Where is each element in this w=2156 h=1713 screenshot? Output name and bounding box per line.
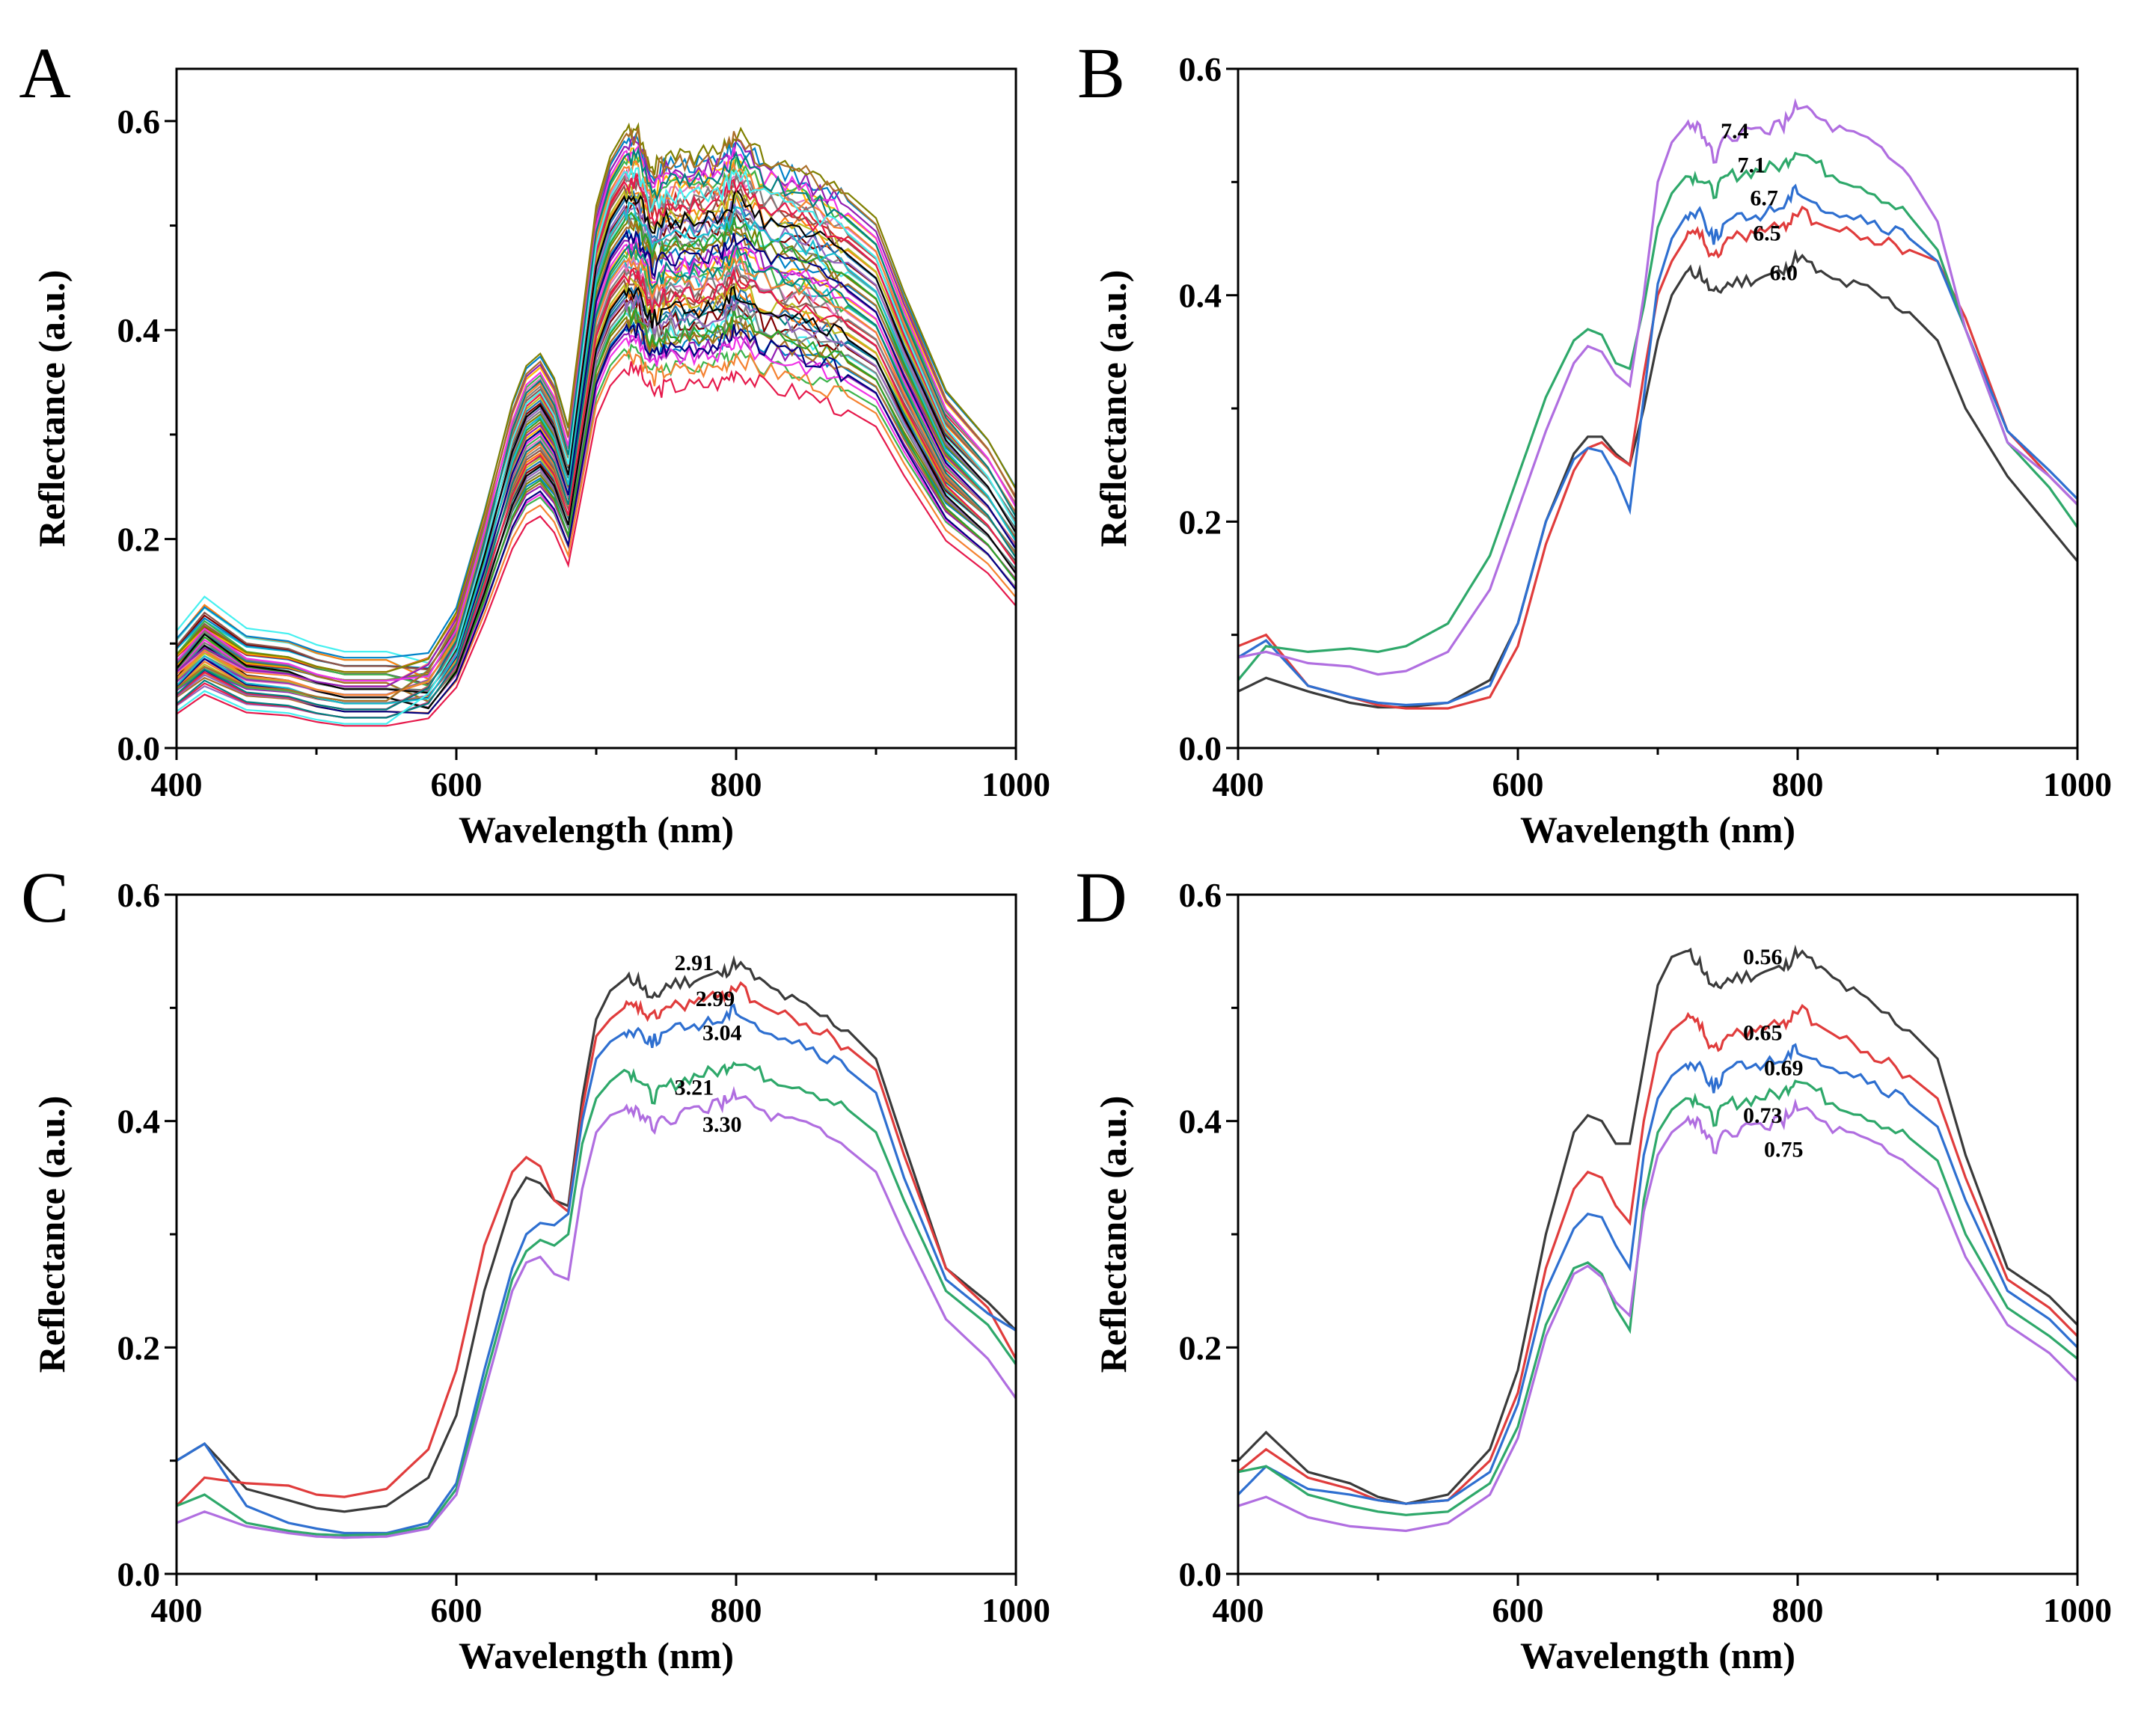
series-label: 2.91 — [675, 951, 714, 975]
spectrum-line — [177, 285, 1016, 710]
x-tick-label: 1000 — [2043, 1591, 2112, 1629]
spectrum-line — [177, 361, 1016, 727]
series-label: 3.30 — [702, 1112, 742, 1137]
y-tick-label: 0.4 — [117, 311, 161, 349]
panel-d: D 0.56 0.65 0.69 0.73 0.75 400 600 800 1000 0.0 0.2… — [1075, 857, 2112, 1676]
spectrum-line — [177, 160, 1016, 696]
y-tick-label: 0.4 — [1179, 277, 1222, 315]
spectrum-line — [177, 315, 1016, 703]
y-tick-label: 0.2 — [1179, 503, 1222, 541]
x-tick-label: 800 — [1772, 765, 1824, 803]
spectrum-line — [177, 122, 1016, 673]
spectrum-line — [177, 241, 1016, 719]
y-tick-label: 0.2 — [117, 521, 161, 559]
series-label: 7.4 — [1721, 119, 1749, 144]
y-tick-label: 0.0 — [1179, 729, 1222, 767]
series-label: 0.69 — [1764, 1056, 1804, 1081]
plot-area — [177, 122, 1016, 727]
series-line — [1238, 205, 2077, 710]
x-tick-label: 800 — [711, 1591, 762, 1629]
x-tick-label: 800 — [711, 765, 762, 803]
y-tick-label: 0.0 — [117, 729, 161, 767]
y-tick-label: 0.0 — [1179, 1555, 1222, 1593]
series-line — [177, 1061, 1016, 1537]
y-tick-label: 0.0 — [117, 1555, 161, 1593]
x-axis-title: Wavelength (nm) — [459, 1634, 734, 1676]
x-axis-title: Wavelength (nm) — [459, 809, 734, 851]
y-tick-label: 0.2 — [117, 1329, 161, 1367]
x-tick-label: 800 — [1772, 1591, 1824, 1629]
series-label: 0.73 — [1743, 1103, 1783, 1128]
series-label: 6.5 — [1753, 221, 1781, 245]
panel-letter: D — [1075, 857, 1127, 937]
spectrum-line — [177, 165, 1016, 725]
x-tick-label: 600 — [431, 1591, 483, 1629]
panel-a: A 400 600 800 1000 0.0 0.2 0.4 0.6 Wavelength (nm… — [19, 33, 1050, 851]
spectrum-line — [177, 146, 1016, 711]
plot-frame — [175, 893, 1017, 1575]
series-label: 7.1 — [1738, 153, 1766, 178]
y-axis-title: Reflectance (a.u.) — [31, 270, 73, 548]
plot-area — [1238, 98, 2077, 710]
series-line — [177, 1003, 1016, 1535]
series-label: 2.99 — [696, 987, 735, 1011]
panel-b: B 6.0 6.5 6.7 7.1 7.4 400 600 800 1000 0.0 0.2 0.4 0.… — [1077, 33, 2112, 851]
series-line — [177, 954, 1016, 1513]
series-label: 0.75 — [1764, 1138, 1804, 1162]
x-tick-label: 400 — [1213, 765, 1264, 803]
series-line — [1238, 248, 2077, 709]
series-label: 3.21 — [675, 1075, 714, 1100]
spectrum-line — [177, 321, 1016, 714]
y-tick-label: 0.4 — [1179, 1103, 1222, 1141]
x-tick-label: 600 — [431, 765, 483, 803]
x-tick-label: 1000 — [2043, 765, 2112, 803]
x-tick-label: 400 — [1213, 1591, 1264, 1629]
series-label: 6.0 — [1770, 260, 1798, 285]
series-line — [177, 981, 1016, 1507]
series-label: 0.65 — [1743, 1021, 1783, 1046]
series-line — [177, 1085, 1016, 1539]
series-line — [1238, 1003, 2077, 1505]
y-tick-label: 0.6 — [117, 102, 161, 141]
series-line — [1238, 1098, 2077, 1533]
series-line — [1238, 1043, 2077, 1505]
y-axis-title: Reflectance (a.u.) — [1092, 1096, 1134, 1373]
x-tick-label: 600 — [1492, 1591, 1544, 1629]
x-tick-label: 1000 — [981, 1591, 1050, 1629]
spectrum-line — [177, 188, 1016, 694]
panel-letter: C — [21, 857, 69, 937]
series-line — [1238, 183, 2077, 707]
x-tick-label: 400 — [151, 765, 203, 803]
y-tick-label: 0.6 — [1179, 50, 1222, 88]
plot-area — [1238, 944, 2077, 1533]
series-label: 3.04 — [702, 1021, 742, 1046]
spectrum-line — [177, 126, 1016, 702]
panel-letter: A — [19, 33, 70, 113]
series-line — [1238, 151, 2077, 681]
x-tick-label: 600 — [1492, 765, 1544, 803]
y-tick-label: 0.6 — [117, 876, 161, 914]
x-tick-label: 1000 — [981, 765, 1050, 803]
y-axis-title: Reflectance (a.u.) — [31, 1096, 73, 1373]
panel-c: C 2.91 2.99 3.04 3.21 3.30 400 600 800 1000 0.0 0.2… — [21, 857, 1050, 1676]
plot-frame — [1237, 893, 2079, 1575]
y-tick-label: 0.6 — [1179, 876, 1222, 914]
series-line — [1238, 944, 2077, 1505]
series-line — [1238, 1079, 2077, 1516]
x-axis-title: Wavelength (nm) — [1520, 809, 1795, 851]
y-tick-label: 0.4 — [117, 1103, 161, 1141]
panel-letter: B — [1077, 33, 1125, 113]
x-axis-title: Wavelength (nm) — [1520, 1634, 1795, 1676]
y-axis-title: Reflectance (a.u.) — [1092, 270, 1134, 548]
series-label: 6.7 — [1750, 186, 1778, 211]
x-tick-label: 400 — [151, 1591, 203, 1629]
y-tick-label: 0.2 — [1179, 1329, 1222, 1367]
plot-area — [177, 954, 1016, 1539]
spectrum-line — [177, 201, 1016, 705]
series-line — [1238, 98, 2077, 676]
plot-frame — [1237, 67, 2079, 750]
series-label: 0.56 — [1743, 945, 1783, 969]
spectrum-line — [177, 144, 1016, 682]
